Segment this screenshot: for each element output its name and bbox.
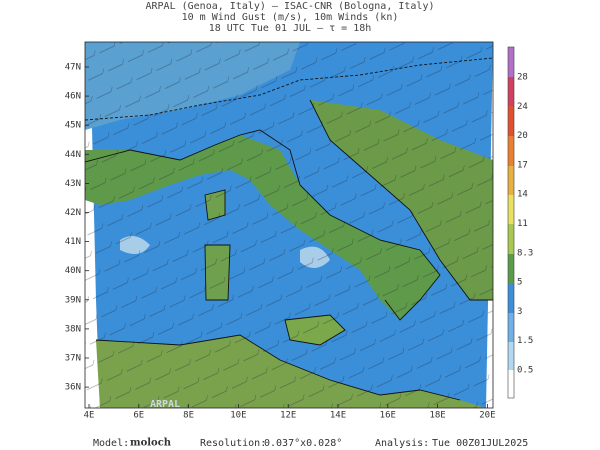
title-line: ARPAL (Genoa, Italy) – ISAC-CNR (Bologna… xyxy=(146,1,435,12)
lon-label: 18E xyxy=(429,411,445,421)
lon-label: 4E xyxy=(84,411,95,421)
lat-label: 42N xyxy=(65,208,81,218)
colorbar-swatch xyxy=(508,136,514,166)
colorbar-swatch xyxy=(508,47,514,77)
analysis-label: Analysis: xyxy=(375,438,429,449)
lat-label: 44N xyxy=(65,150,81,160)
colorbar-swatch xyxy=(508,77,514,106)
map: ARPAL xyxy=(84,41,494,410)
lat-label: 36N xyxy=(65,383,81,393)
border xyxy=(85,57,493,121)
lat-label: 47N xyxy=(65,63,81,73)
colorbar-label: 0.5 xyxy=(517,366,533,376)
colorbar-label: 20 xyxy=(517,131,528,141)
colorbar-swatch xyxy=(508,254,514,284)
colorbar-label: 1.5 xyxy=(517,336,533,346)
lon-label: 14E xyxy=(330,411,346,421)
colorbar-swatch xyxy=(508,224,514,254)
lat-label: 38N xyxy=(65,324,81,334)
wind-barbs xyxy=(85,42,493,408)
coastline xyxy=(85,99,493,401)
lon-label: 12E xyxy=(280,411,296,421)
lon-label: 16E xyxy=(380,411,396,421)
colorbar-label: 3 xyxy=(517,307,522,317)
lon-label: 20E xyxy=(479,411,495,421)
lat-label: 39N xyxy=(65,295,81,305)
colorbar-swatch xyxy=(508,342,514,370)
resolution-label: Resolution: xyxy=(200,438,266,449)
colorbar-swatch xyxy=(508,195,514,224)
model-label: Model: xyxy=(93,438,129,449)
colorbar-label: 24 xyxy=(517,102,528,112)
colorbar-swatch xyxy=(508,106,514,136)
colorbar-label: 28 xyxy=(517,73,528,83)
lat-label: 41N xyxy=(65,237,81,247)
colorbar-border xyxy=(507,46,515,399)
map-border xyxy=(84,41,494,409)
lat-label: 37N xyxy=(65,354,81,364)
colorbar-swatch xyxy=(508,313,514,342)
title-line: 10 m Wind Gust (m/s), 10m Winds (kn) xyxy=(182,12,399,23)
title-line: 18 UTC Tue 01 JUL – τ = 18h xyxy=(209,23,372,34)
lat-label: 40N xyxy=(65,266,81,276)
model: moloch xyxy=(130,438,172,449)
colorbar-label: 5 xyxy=(517,278,522,288)
lon-label: 10E xyxy=(230,411,246,421)
lon-label: 6E xyxy=(133,411,144,421)
colorbar-label: 14 xyxy=(517,190,528,200)
colorbar-label: 8.3 xyxy=(517,248,533,258)
colorbar-swatch xyxy=(508,166,514,195)
analysis: Tue 00Z01JUL2025 xyxy=(432,438,528,449)
lat-label: 43N xyxy=(65,179,81,189)
colorbar xyxy=(507,46,515,399)
lon-label: 8E xyxy=(183,411,194,421)
colorbar-swatch xyxy=(508,370,514,398)
lat-label: 45N xyxy=(65,121,81,131)
colorbar-label: 17 xyxy=(517,160,528,170)
colorbar-label: 11 xyxy=(517,219,528,229)
watermark: ARPAL xyxy=(150,399,180,410)
lat-label: 46N xyxy=(65,92,81,102)
colorbar-swatch xyxy=(508,284,514,313)
resolution: 0.037°x0.028° xyxy=(264,438,342,449)
